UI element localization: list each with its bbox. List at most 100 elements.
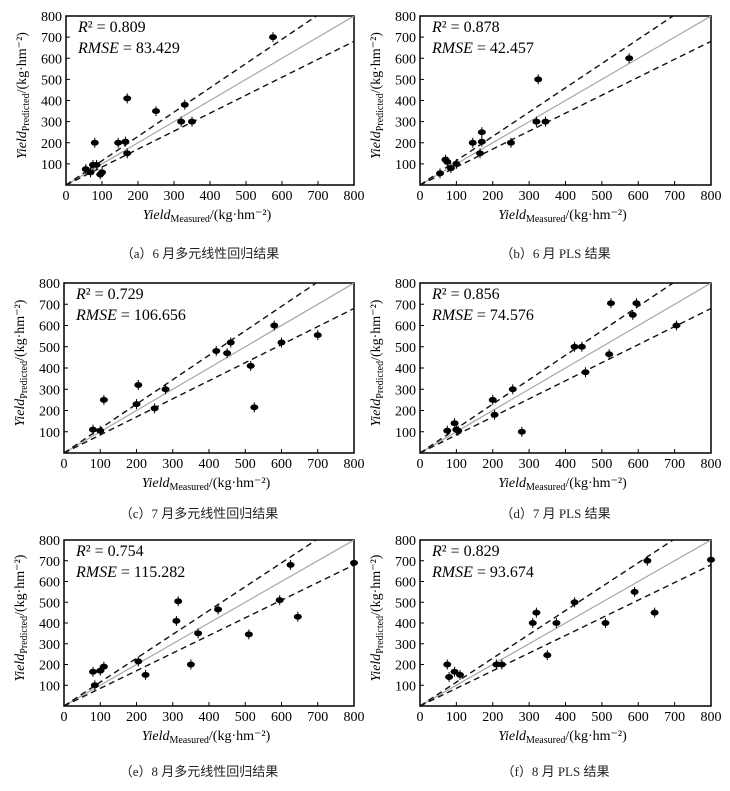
- x-tick-label: 700: [308, 189, 329, 204]
- y-tick-label: 600: [395, 320, 416, 335]
- y-tick-label: 800: [39, 534, 60, 549]
- x-tick-label: 600: [271, 710, 292, 725]
- x-tick-label: 800: [344, 457, 365, 472]
- data-point: [286, 561, 295, 568]
- data-point: [90, 682, 99, 689]
- data-point: [605, 351, 614, 358]
- dashed-bound-line: [64, 283, 318, 453]
- one-to-one-line: [420, 540, 711, 706]
- y-tick-label: 700: [395, 298, 416, 313]
- x-tick-label: 300: [519, 189, 540, 204]
- x-tick-label: 200: [126, 457, 147, 472]
- r2-label: R² = 0.809: [77, 19, 146, 36]
- y-tick-label: 600: [395, 576, 416, 591]
- chart-panel-4: 0 100 200 300 400 500 600 700 800 100 200 300 400 500…: [369, 277, 722, 521]
- y-tick-label: 700: [41, 31, 62, 46]
- rmse-label: RMSE = 115.282: [75, 564, 185, 581]
- data-point: [450, 668, 459, 675]
- data-point: [506, 139, 515, 146]
- data-point: [477, 129, 486, 136]
- y-axis-label: YieldPredicted/(kg·hm⁻²): [369, 32, 386, 159]
- data-point: [141, 671, 150, 678]
- data-point: [541, 118, 550, 125]
- chart-panel-6: 0 100 200 300 400 500 600 700 800 100 200 300 400 500…: [369, 534, 722, 779]
- x-tick-label: 800: [701, 457, 722, 472]
- x-tick-label: 0: [63, 189, 70, 204]
- one-to-one-line: [66, 16, 354, 185]
- data-point: [436, 170, 445, 177]
- dashed-bound-line: [420, 283, 675, 453]
- data-point: [454, 427, 463, 434]
- data-point: [552, 620, 561, 626]
- y-tick-label: 400: [39, 617, 60, 632]
- data-point: [632, 300, 641, 307]
- x-tick-label: 400: [199, 710, 220, 725]
- x-tick-label: 500: [591, 189, 612, 204]
- data-point: [532, 609, 541, 616]
- dashed-bound-line: [420, 307, 711, 453]
- x-tick-label: 800: [701, 710, 722, 725]
- data-point: [577, 343, 586, 350]
- rmse-label: RMSE = 106.656: [75, 307, 186, 324]
- data-point: [350, 559, 358, 566]
- y-tick-label: 600: [41, 52, 62, 67]
- x-axis-label: YieldMeasured/(kg·hm⁻²): [498, 476, 627, 493]
- dashed-bound-line: [420, 40, 711, 185]
- data-point: [446, 165, 455, 172]
- y-tick-label: 500: [41, 73, 62, 88]
- y-tick-label: 700: [39, 298, 60, 313]
- y-tick-label: 500: [395, 73, 416, 88]
- x-tick-label: 600: [628, 710, 649, 725]
- data-point: [532, 118, 541, 125]
- data-point: [98, 169, 106, 176]
- x-tick-label: 600: [271, 457, 292, 472]
- x-tick-label: 800: [701, 189, 722, 204]
- x-tick-label: 100: [90, 457, 111, 472]
- chart-panel-2: 0 100 200 300 400 500 600 700 800 100 200 300 400 500…: [369, 10, 722, 261]
- y-tick-label: 700: [39, 555, 60, 570]
- data-point: [172, 617, 181, 624]
- y-tick-label: 700: [395, 31, 416, 46]
- panel-caption: （f）8 月 PLS 结果: [502, 764, 610, 779]
- rmse-label: RMSE = 74.576: [431, 307, 534, 324]
- y-tick-label: 800: [395, 10, 416, 25]
- dashed-bound-line: [420, 16, 675, 185]
- x-tick-label: 600: [272, 189, 293, 204]
- y-tick-label: 400: [395, 95, 416, 110]
- x-tick-label: 200: [482, 457, 503, 472]
- x-tick-label: 700: [307, 710, 328, 725]
- y-tick-label: 300: [395, 383, 416, 398]
- data-point: [134, 658, 143, 665]
- data-point: [606, 300, 615, 307]
- x-tick-label: 500: [236, 189, 257, 204]
- data-point: [152, 108, 160, 115]
- data-point: [177, 118, 186, 125]
- x-tick-label: 400: [199, 457, 220, 472]
- y-tick-label: 300: [395, 116, 416, 131]
- dashed-bound-line: [66, 16, 318, 185]
- data-point: [161, 386, 170, 393]
- x-tick-label: 500: [591, 457, 612, 472]
- data-point: [214, 606, 223, 613]
- data-point: [707, 556, 715, 563]
- x-tick-label: 400: [555, 710, 576, 725]
- data-point: [534, 76, 543, 83]
- panel-caption: （b）6 月 PLS 结果: [500, 246, 610, 261]
- data-point: [601, 620, 610, 626]
- data-point: [275, 597, 284, 604]
- y-tick-label: 200: [39, 405, 60, 420]
- data-point: [488, 396, 497, 403]
- data-point: [86, 169, 95, 176]
- x-axis-label: YieldMeasured/(kg·hm⁻²): [498, 208, 627, 225]
- x-tick-label: 700: [664, 457, 685, 472]
- x-tick-label: 200: [128, 189, 149, 204]
- y-tick-label: 100: [39, 426, 60, 441]
- y-tick-label: 200: [395, 137, 416, 152]
- x-tick-label: 800: [344, 189, 365, 204]
- one-to-one-line: [64, 283, 354, 453]
- data-point: [630, 588, 639, 595]
- x-tick-label: 100: [90, 710, 111, 725]
- data-point: [223, 350, 232, 357]
- one-to-one-line: [64, 540, 354, 706]
- x-tick-label: 500: [235, 457, 256, 472]
